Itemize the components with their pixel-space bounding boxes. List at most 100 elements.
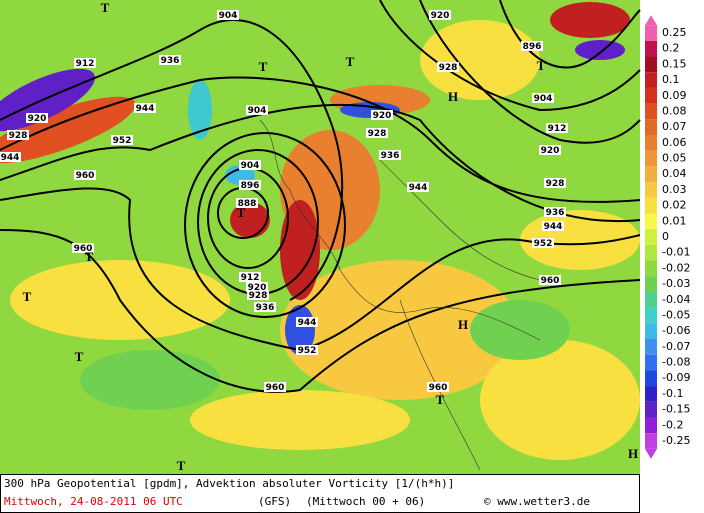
colorbar-label: -0.2: [662, 418, 683, 431]
contour-label-bg: [74, 170, 96, 180]
contour-label-bg: [264, 382, 286, 392]
contour-label: 920: [248, 283, 267, 293]
colorbar-label: -0.09: [662, 371, 690, 384]
contour-label: 904: [534, 94, 553, 104]
colorbar-top-arrow: [645, 15, 657, 26]
colorbar-label: -0.08: [662, 356, 690, 369]
colorbar-label: 0.01: [662, 214, 687, 227]
contour-label-bg: [239, 180, 261, 190]
footer-model: (GFS): [258, 495, 291, 508]
colorbar-swatch: [645, 229, 657, 245]
contour-label: 944: [1, 153, 20, 163]
colorbar-swatch: [645, 150, 657, 167]
pressure-marker: T: [23, 289, 32, 304]
colorbar-label: 0.25: [662, 26, 687, 39]
contour-label-bg: [539, 145, 561, 155]
contour-label-bg: [296, 317, 318, 327]
pressure-marker: T: [75, 349, 84, 364]
colorbar-swatch: [645, 386, 657, 402]
contour-label-bg: [111, 135, 133, 145]
contour-label-bg: [0, 152, 21, 162]
colorbar-label: -0.25: [662, 434, 690, 447]
contour-label-bg: [427, 382, 449, 392]
contour-label: 952: [298, 346, 317, 356]
pressure-marker: T: [101, 0, 110, 15]
contour-label: 936: [381, 151, 400, 161]
colorbar-swatch: [645, 25, 657, 41]
colorbar-swatch: [645, 213, 657, 230]
colorbar-swatch: [645, 339, 657, 355]
contour-label-bg: [546, 123, 568, 133]
contour-label: 936: [256, 303, 275, 313]
contour-label-bg: [72, 243, 94, 253]
contour-label: 960: [266, 383, 285, 393]
contour-label-bg: [296, 345, 318, 355]
pressure-marker: T: [537, 58, 546, 73]
colorbar-swatch: [645, 135, 657, 151]
colorbar-swatch: [645, 166, 657, 183]
contour-label: 944: [298, 318, 317, 328]
contour-label: 944: [544, 222, 563, 232]
colorbar-label: 0.02: [662, 199, 687, 212]
contour-label: 928: [368, 129, 387, 139]
colorbar-swatch: [645, 291, 657, 308]
colorbar-label: 0.05: [662, 152, 687, 165]
contour-label: 920: [541, 146, 560, 156]
footer-credit: © www.wetter3.de: [484, 495, 590, 508]
contour-label-bg: [236, 198, 258, 208]
contour-label-bg: [247, 290, 269, 300]
contour-label: 944: [136, 104, 155, 114]
footer: 300 hPa Geopotential [gpdm], Advektion a…: [0, 474, 640, 513]
contour-label-bg: [539, 275, 561, 285]
contour-label-bg: [532, 238, 554, 248]
contour-label: 960: [74, 244, 93, 254]
contour-label-bg: [246, 282, 268, 292]
contour-label: 960: [76, 171, 95, 181]
contour-label: 912: [76, 59, 95, 69]
contour-label: 904: [219, 11, 238, 21]
colorbar-label: 0.03: [662, 183, 687, 196]
contour-label-bg: [544, 178, 566, 188]
vorticity-field: [0, 2, 640, 460]
footer-description: 300 hPa Geopotential [gpdm], Advektion a…: [4, 477, 454, 490]
colorbar-label: -0.05: [662, 308, 690, 321]
colorbar-swatch: [645, 370, 657, 387]
colorbar-label: 0.07: [662, 120, 687, 133]
pressure-marker: T: [346, 54, 355, 69]
contour-label-bg: [407, 182, 429, 192]
pressure-marker: T: [177, 458, 186, 473]
colorbar-swatch: [645, 182, 657, 198]
colorbar-label: -0.03: [662, 277, 690, 290]
contour-label: 904: [241, 161, 260, 171]
contour-label-bg: [217, 10, 239, 20]
colorbar-swatch: [645, 103, 657, 120]
contour-label-bg: [159, 55, 181, 65]
colorbar-swatch: [645, 417, 657, 434]
colorbar-label: 0.06: [662, 136, 687, 149]
contour-label: 960: [541, 276, 560, 286]
colorbar-label: 0.15: [662, 57, 687, 70]
contour-label: 952: [534, 239, 553, 249]
map: 904 912 936 904 944 920 928 944 952 960 904 896 888 9…: [0, 0, 641, 474]
colorbar-swatch: [645, 197, 657, 214]
footer-run: (Mittwoch 00 + 06): [306, 495, 425, 508]
contour-label-bg: [437, 62, 459, 72]
contour-label: 928: [9, 131, 28, 141]
colorbar-label: -0.1: [662, 387, 683, 400]
colorbar-label: 0.09: [662, 89, 687, 102]
colorbar-bottom-arrow: [645, 448, 657, 459]
contour-label: 888: [238, 199, 257, 209]
contour-label: 912: [241, 273, 260, 283]
colorbar-swatch: [645, 433, 657, 449]
pressure-marker: T: [259, 59, 268, 74]
colorbar-swatch: [645, 56, 657, 73]
contour-label: 960: [429, 383, 448, 393]
contour-label: 896: [523, 42, 542, 52]
contour-label: 944: [409, 183, 428, 193]
contour-label-bg: [26, 113, 48, 123]
colorbar-label: 0.04: [662, 167, 687, 180]
contour-label-bg: [254, 302, 276, 312]
footer-box: [0, 474, 640, 513]
contour-label: 952: [113, 136, 132, 146]
contour-label: 904: [248, 106, 267, 116]
